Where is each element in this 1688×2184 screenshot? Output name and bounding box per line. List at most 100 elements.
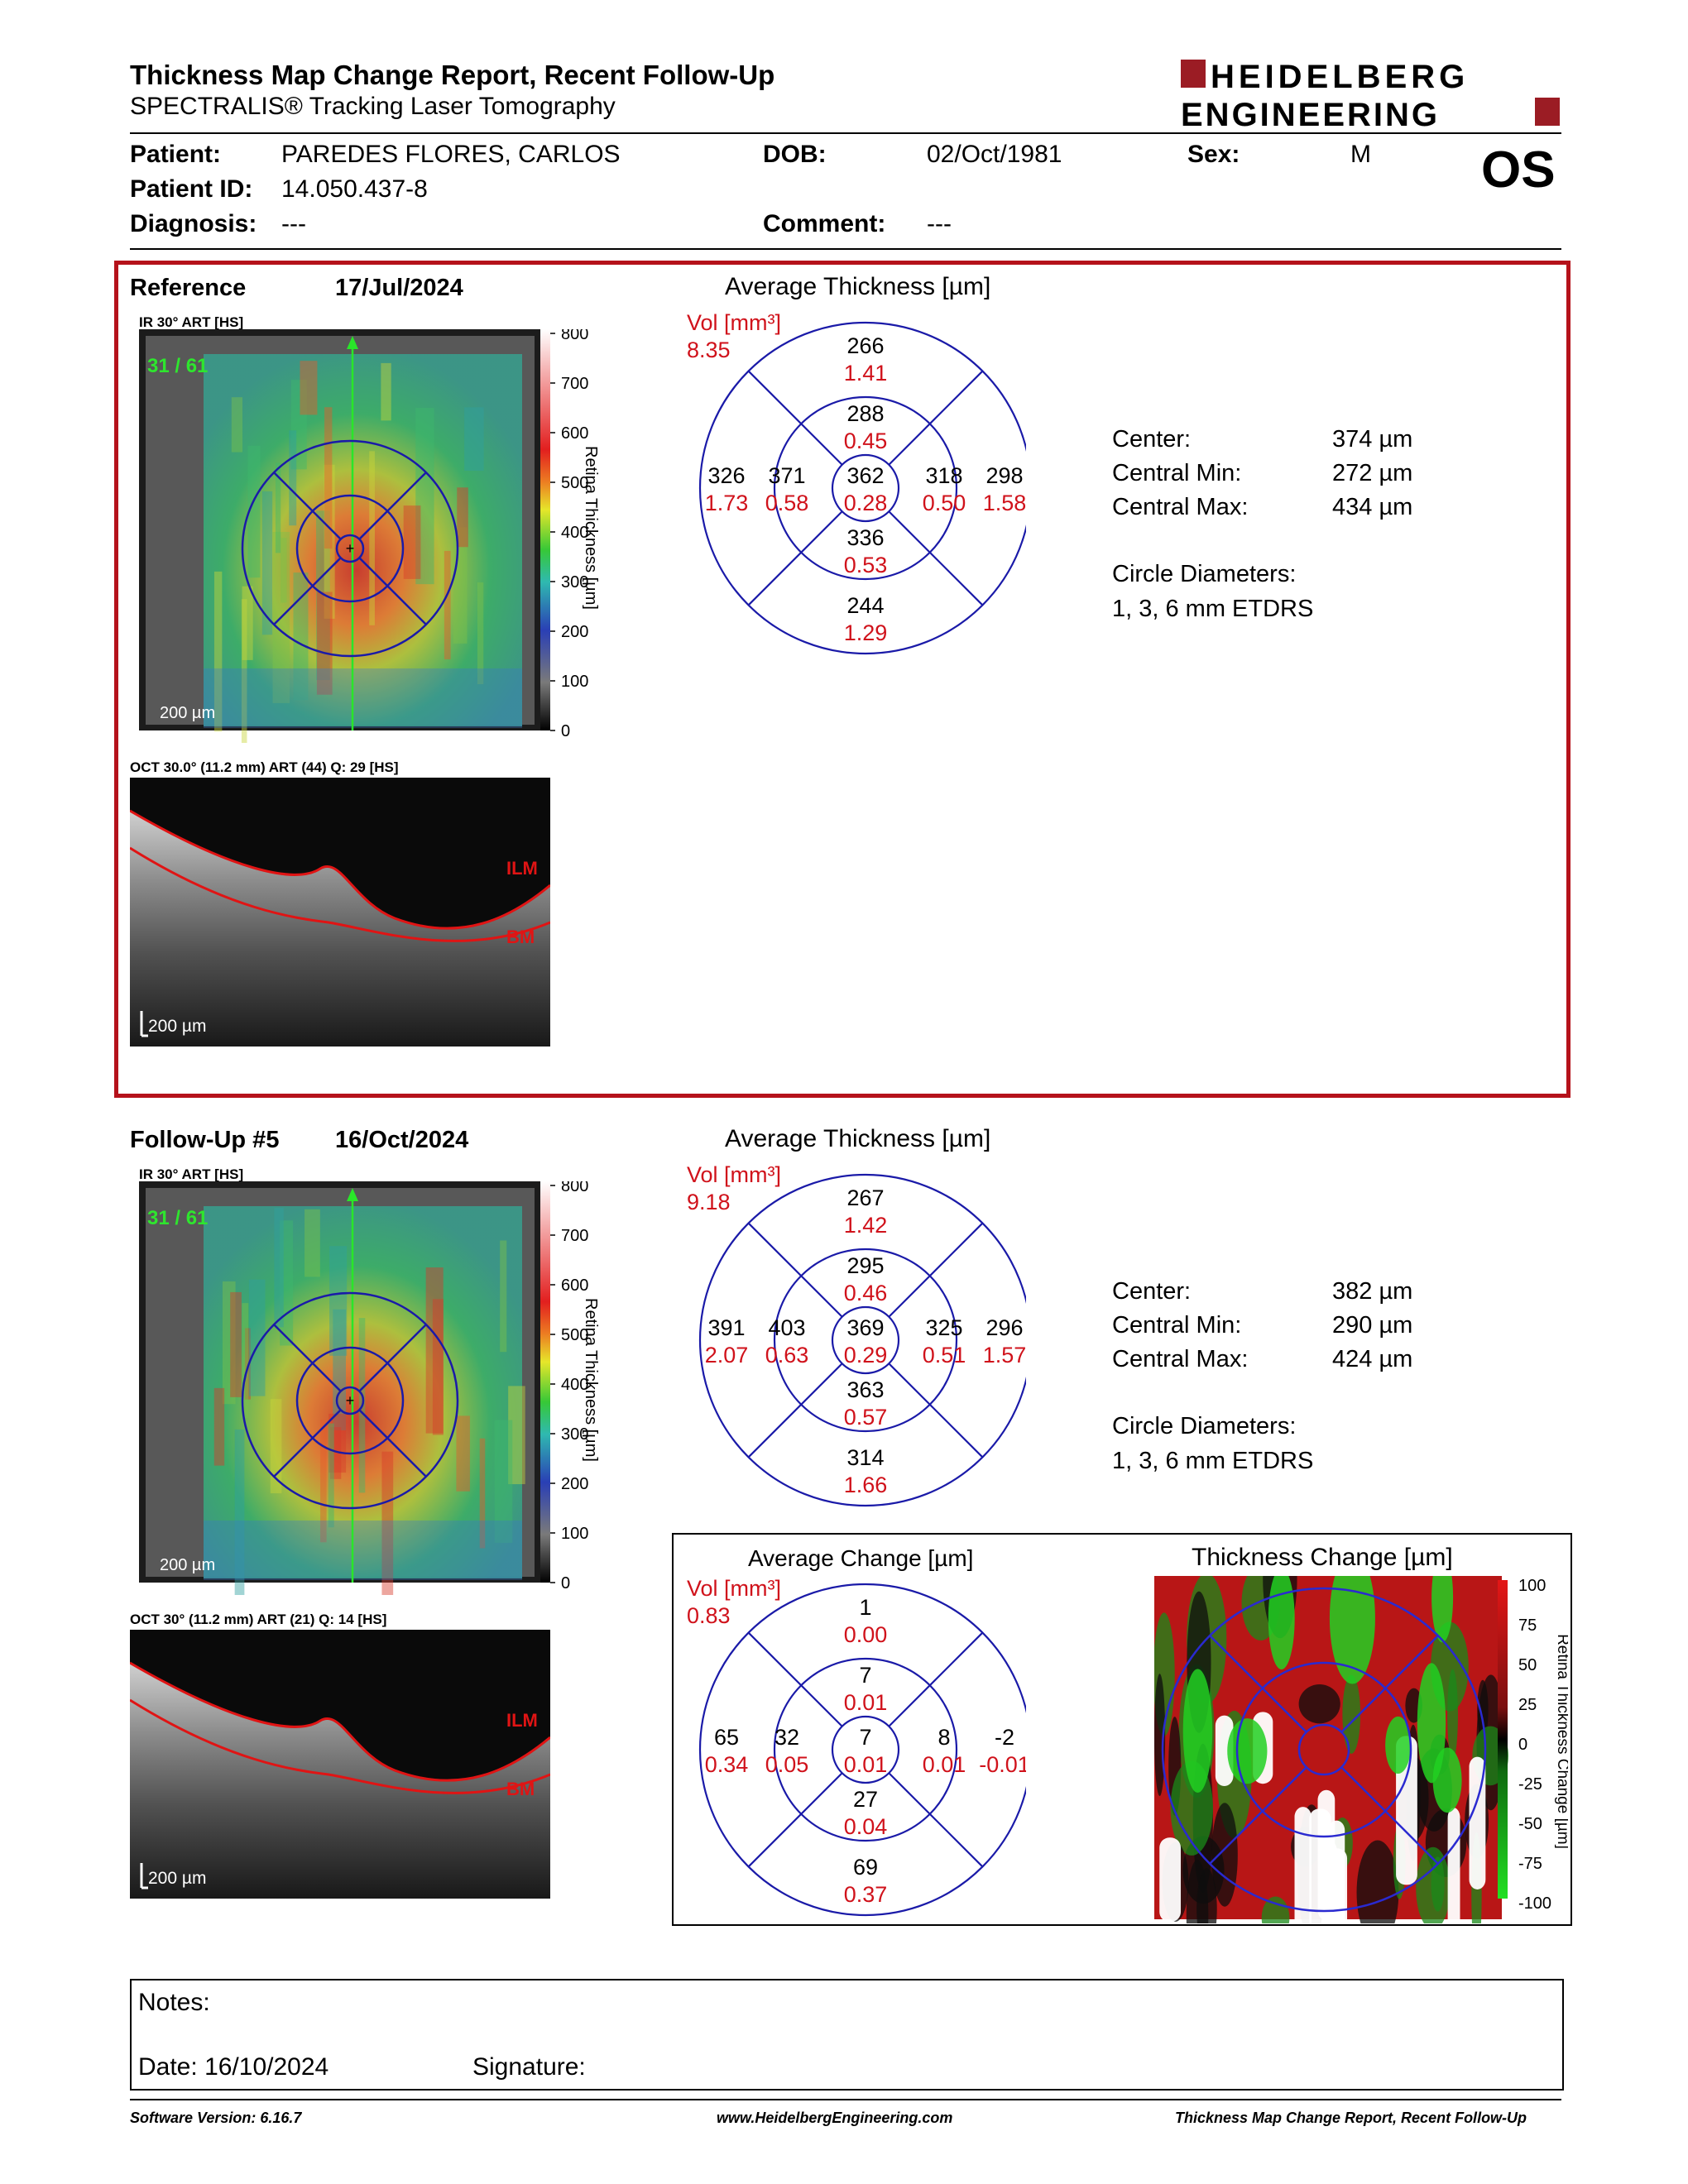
- followup-sector-inner-right-value: 325: [925, 1315, 962, 1340]
- notes-date-label: Date:: [138, 2053, 198, 2081]
- followup-stat-label: Central Max:: [1112, 1346, 1249, 1372]
- followup-thickness-map: +31 / 61 200 µm 800 700 600 500 400 300 200 100 0 R…: [139, 1181, 600, 1595]
- change-colorbar-tick: 0: [1518, 1736, 1527, 1754]
- sector-divider: [888, 1222, 984, 1318]
- colorbar-tick: 300: [561, 573, 588, 592]
- followup-sector-inner-sup-volume: 0.46: [844, 1281, 888, 1305]
- notes-date-value: 16/10/2024: [204, 2053, 329, 2081]
- inner-ring: [773, 395, 958, 581]
- followup-sector-outer-right-volume: 1.57: [983, 1343, 1026, 1367]
- followup-oct-scan: ILM BM 200 µm: [130, 1630, 550, 1899]
- change-colorbar-tick: -75: [1518, 1855, 1542, 1873]
- patient-rule: [130, 248, 1561, 250]
- change-colorbar-label: Retina Thickness Change [µm]: [1554, 1634, 1568, 1849]
- reference-sector-outer-inf-value: 244: [846, 593, 884, 618]
- patient-id-label: Patient ID:: [130, 175, 253, 203]
- followup-stat-value: 290 µm: [1332, 1312, 1413, 1339]
- website-link[interactable]: www.HeidelbergEngineering.com: [717, 2110, 953, 2126]
- patient-id-value: 14.050.437-8: [281, 175, 428, 203]
- colorbar-tick: 400: [561, 1376, 588, 1394]
- reference-sector-inner-inf-value: 336: [846, 525, 884, 550]
- colorbar-tick: 300: [561, 1425, 588, 1444]
- reference-sector-inner-left-value: 371: [768, 463, 805, 488]
- reference-section-frame: [114, 261, 1571, 1098]
- followup-sector-outer-inf-value: 314: [846, 1445, 884, 1470]
- followup-sector-outer-inf-volume: 1.66: [844, 1473, 888, 1497]
- followup-sector-outer-left-volume: 2.07: [705, 1343, 749, 1367]
- colorbar-tick: 600: [561, 424, 588, 443]
- colorbar-label: Retina Thickness [µm]: [582, 446, 600, 610]
- followup-stat-value: 382 µm: [1332, 1278, 1413, 1305]
- sector-divider: [888, 1772, 984, 1868]
- notes-box: Notes: Date: 16/10/2024 Signature:: [130, 1979, 1564, 2091]
- inner-ring: [773, 1248, 958, 1433]
- scan-arrow-icon: [347, 336, 358, 349]
- sector-divider: [747, 370, 843, 466]
- followup-sector-outer-sup-volume: 1.42: [844, 1213, 888, 1238]
- colorbar-tick: 700: [561, 1227, 588, 1245]
- sector-divider: [747, 1772, 843, 1868]
- followup-etdrs-chart: 369 0.29 295 0.46 363 0.57 403 0.63 325 0.51 267 1.…: [698, 1173, 1026, 1507]
- bm-line: [130, 1698, 550, 1794]
- colorbar-tick: 0: [561, 722, 570, 740]
- colorbar-tick: 600: [561, 1276, 588, 1295]
- change-chart-title: Average Change [µm]: [748, 1545, 974, 1571]
- bm-line: [130, 846, 550, 942]
- followup-sector-inner-inf-value: 363: [846, 1377, 884, 1402]
- notes-date: Date: 16/10/2024: [138, 2053, 328, 2081]
- comment-value: ---: [927, 210, 952, 237]
- change-colorbar-tick: -50: [1518, 1815, 1542, 1833]
- change-sector-outer-left-volume: 0.34: [705, 1752, 749, 1777]
- bm-label: BM: [506, 1779, 535, 1799]
- change-colorbar: [1498, 1580, 1508, 1899]
- reference-sector-inner-inf-volume: 0.53: [844, 553, 888, 577]
- reference-sector-inner-right-value: 318: [925, 463, 962, 488]
- reference-sector-inner-right-volume: 0.50: [923, 491, 966, 515]
- colorbar-tick: 200: [561, 1475, 588, 1493]
- reference-ir-caption: IR 30° ART [HS]: [139, 314, 244, 330]
- center-ring: [831, 1305, 900, 1375]
- ilm-label: ILM: [506, 858, 538, 879]
- followup-sector-inner-inf-volume: 0.57: [844, 1405, 888, 1430]
- outer-ring: [698, 321, 1026, 655]
- followup-sector-center-volume: 0.29: [844, 1343, 888, 1367]
- followup-circle-value: 1, 3, 6 mm ETDRS: [1112, 1448, 1314, 1474]
- reference-oct-scale-bar: 200 µm: [148, 1017, 206, 1036]
- colorbar-tick: 100: [561, 673, 588, 691]
- change-sector-inner-sup-value: 7: [859, 1663, 871, 1688]
- sector-divider: [747, 1631, 843, 1727]
- comment-label: Comment:: [763, 210, 886, 237]
- sector-divider: [747, 1222, 843, 1318]
- change-sector-center-volume: 0.01: [844, 1752, 888, 1777]
- change-sector-center-value: 7: [859, 1725, 871, 1750]
- change-sector-outer-left-value: 65: [714, 1725, 739, 1750]
- reference-chart-title: Average Thickness [µm]: [725, 273, 991, 300]
- followup-sector-inner-left-volume: 0.63: [765, 1343, 809, 1367]
- followup-oct-scale-bar: 200 µm: [148, 1869, 206, 1888]
- inner-ring: [773, 1657, 958, 1842]
- change-colorbar-tick: -100: [1518, 1894, 1551, 1913]
- reference-sector-outer-left-value: 326: [707, 463, 745, 488]
- patient-label: Patient:: [130, 141, 222, 168]
- bm-label: BM: [506, 927, 535, 947]
- followup-stat-label: Center:: [1112, 1278, 1192, 1305]
- reference-stat-value: 272 µm: [1332, 460, 1413, 486]
- change-colorbar-tick: 50: [1518, 1656, 1537, 1674]
- reference-sector-center-value: 362: [846, 463, 884, 488]
- followup-frame-counter: 31 / 61: [147, 1207, 208, 1229]
- change-sector-inner-left-volume: 0.05: [765, 1752, 809, 1777]
- software-version: Software Version: 6.16.7: [130, 2110, 302, 2126]
- svg-text:+: +: [346, 1392, 355, 1409]
- followup-vol-value: 9.18: [687, 1190, 731, 1214]
- center-ring: [831, 453, 900, 523]
- change-grid: [698, 1583, 1026, 1917]
- ilm-line: [130, 1661, 550, 1782]
- change-sector-outer-sup-volume: 0.00: [844, 1622, 888, 1647]
- followup-sector-outer-right-value: 296: [985, 1315, 1023, 1340]
- colorbar: [540, 329, 550, 730]
- svg-text:HEIDELBERG: HEIDELBERG: [1211, 59, 1469, 95]
- reference-sector-outer-right-volume: 1.58: [983, 491, 1026, 515]
- scan-arrow-icon: [347, 1188, 358, 1201]
- change-vol-value: 0.83: [687, 1603, 731, 1628]
- reference-stat-label: Central Min:: [1112, 460, 1242, 486]
